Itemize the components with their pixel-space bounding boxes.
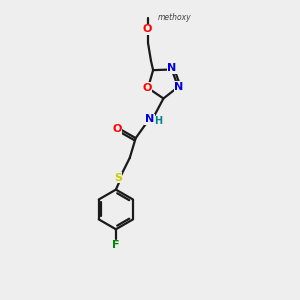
Text: N: N [167,64,176,74]
Text: H: H [154,116,163,126]
Text: S: S [114,173,122,183]
Text: O: O [142,83,152,93]
Text: O: O [112,124,122,134]
Text: O: O [142,24,152,34]
Text: N: N [145,114,154,124]
Text: methoxy: methoxy [158,13,192,22]
Text: F: F [112,240,120,250]
Text: N: N [175,82,184,92]
